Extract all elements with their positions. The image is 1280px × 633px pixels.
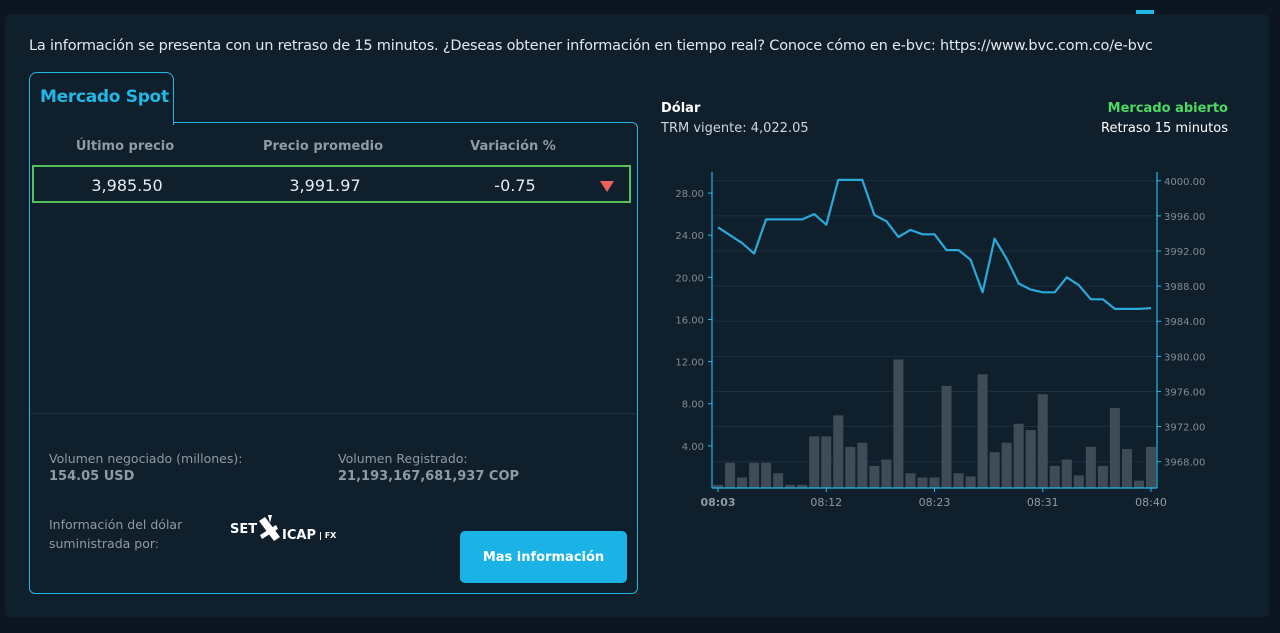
volume-bar <box>1121 449 1132 488</box>
volume-tick-label: 28.00 <box>675 189 704 200</box>
svg-text:| FX: | FX <box>319 531 337 540</box>
volume-bar <box>809 436 820 488</box>
volume-bar <box>1001 442 1012 488</box>
volume-tick-label: 24.00 <box>675 231 704 242</box>
trm-value: TRM vigente: 4,022.05 <box>661 121 809 136</box>
down-arrow-icon <box>600 181 614 192</box>
volume-tick-label: 16.00 <box>675 315 704 326</box>
volume-bar <box>989 452 1000 488</box>
price-tick-label: 3968.00 <box>1164 458 1205 469</box>
volume-bar <box>1037 394 1048 488</box>
volume-bar <box>749 462 760 488</box>
tab-mercado-spot[interactable]: Mercado Spot <box>29 72 174 125</box>
spot-panel: Último precio Precio promedio Variación … <box>29 122 638 594</box>
volume-bar <box>821 436 832 488</box>
set-icap-logo: SET ICAP | FX <box>230 515 337 543</box>
volume-bar <box>965 476 976 488</box>
provider-label-line2: suministrada por: <box>49 536 159 551</box>
volume-bar <box>1145 446 1156 488</box>
svg-text:SET: SET <box>230 522 257 537</box>
volume-bar <box>785 484 796 488</box>
volume-bar <box>941 385 952 488</box>
volume-bar <box>977 374 988 488</box>
x-tick-label: 08:23 <box>919 496 951 509</box>
volume-bar <box>737 477 748 488</box>
volume-tick-label: 4.00 <box>682 442 704 453</box>
price-line <box>717 178 1152 310</box>
provider-label-line1: Información del dólar <box>49 517 183 532</box>
volume-bar <box>773 473 784 488</box>
volume-bar <box>893 359 904 488</box>
volume-bar <box>713 484 724 488</box>
table-row: 3,985.50 3,991.97 -0.75 <box>32 165 631 203</box>
price-tick-label: 3992.00 <box>1164 247 1205 258</box>
price-volume-chart: 4.00 8.00 12.00 16.00 20.00 24.00 28.00 3968.00… <box>675 172 1205 509</box>
volume-tick-label: 12.00 <box>675 358 704 369</box>
delay-notice: La información se presenta con un retras… <box>29 38 1153 54</box>
tab-label: Mercado Spot <box>40 87 169 107</box>
price-tick-label: 3988.00 <box>1164 282 1205 293</box>
volume-bar <box>869 465 880 488</box>
volume-bar <box>905 473 916 488</box>
volume-registered-label: Volumen Registrado: <box>338 451 468 466</box>
header-last-price: Último precio <box>75 139 175 154</box>
volume-bar <box>797 484 808 488</box>
chart-title: Dólar <box>661 101 701 116</box>
header-variation: Variación % <box>470 139 556 154</box>
volume-bar <box>857 442 868 488</box>
market-status: Mercado abierto <box>1107 101 1228 116</box>
volume-bar <box>1097 465 1108 488</box>
volume-bar <box>1061 459 1072 488</box>
x-tick-label: 08:31 <box>1027 496 1059 509</box>
volume-negotiated-value: 154.05 USD <box>49 469 135 484</box>
variation-value: -0.75 <box>494 176 536 195</box>
x-tick-label: 08:40 <box>1135 496 1167 509</box>
volume-bar <box>833 415 844 488</box>
volume-registered-value: 21,193,167,681,937 COP <box>338 469 520 484</box>
price-tick-label: 3976.00 <box>1164 387 1205 398</box>
volume-bar <box>881 459 892 488</box>
volume-tick-label: 20.00 <box>675 273 704 284</box>
price-tick-label: 4000.00 <box>1164 177 1205 188</box>
volume-bar <box>1013 423 1024 488</box>
volume-bar <box>761 462 772 488</box>
x-tick-label: 08:12 <box>810 496 842 509</box>
volume-bar <box>1025 430 1036 488</box>
volume-bar <box>725 462 736 488</box>
last-price-value: 3,985.50 <box>91 176 163 195</box>
volume-bar <box>1085 446 1096 488</box>
volume-bar <box>953 473 964 488</box>
volume-bar <box>1133 480 1144 488</box>
header-avg-price: Precio promedio <box>262 139 384 154</box>
more-info-button[interactable]: Mas información <box>460 531 627 583</box>
volume-bar <box>845 446 856 488</box>
delay-label: Retraso 15 minutos <box>1101 121 1228 136</box>
volume-tick-label: 8.00 <box>682 400 704 411</box>
top-tab-indicator <box>1136 10 1154 14</box>
x-tick-label: 08:03 <box>701 496 736 509</box>
price-tick-label: 3972.00 <box>1164 423 1205 434</box>
price-tick-label: 3996.00 <box>1164 212 1205 223</box>
svg-text:ICAP: ICAP <box>282 528 316 543</box>
volume-bar <box>1073 475 1084 488</box>
volume-bar <box>1109 407 1120 488</box>
volume-bar <box>1049 465 1060 488</box>
price-tick-label: 3980.00 <box>1164 352 1205 363</box>
volume-bar <box>917 477 928 488</box>
avg-price-value: 3,991.97 <box>289 176 361 195</box>
price-tick-label: 3984.00 <box>1164 317 1205 328</box>
volume-bar <box>929 477 940 488</box>
volume-negotiated-label: Volumen negociado (millones): <box>49 451 243 466</box>
divider <box>30 413 637 414</box>
